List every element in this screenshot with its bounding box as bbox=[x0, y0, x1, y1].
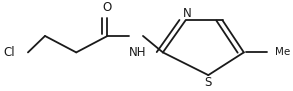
Text: NH: NH bbox=[129, 46, 146, 59]
Text: S: S bbox=[205, 76, 212, 89]
Text: Me: Me bbox=[275, 47, 290, 57]
Text: N: N bbox=[183, 7, 191, 19]
Text: O: O bbox=[103, 1, 112, 14]
Text: Cl: Cl bbox=[4, 46, 15, 59]
